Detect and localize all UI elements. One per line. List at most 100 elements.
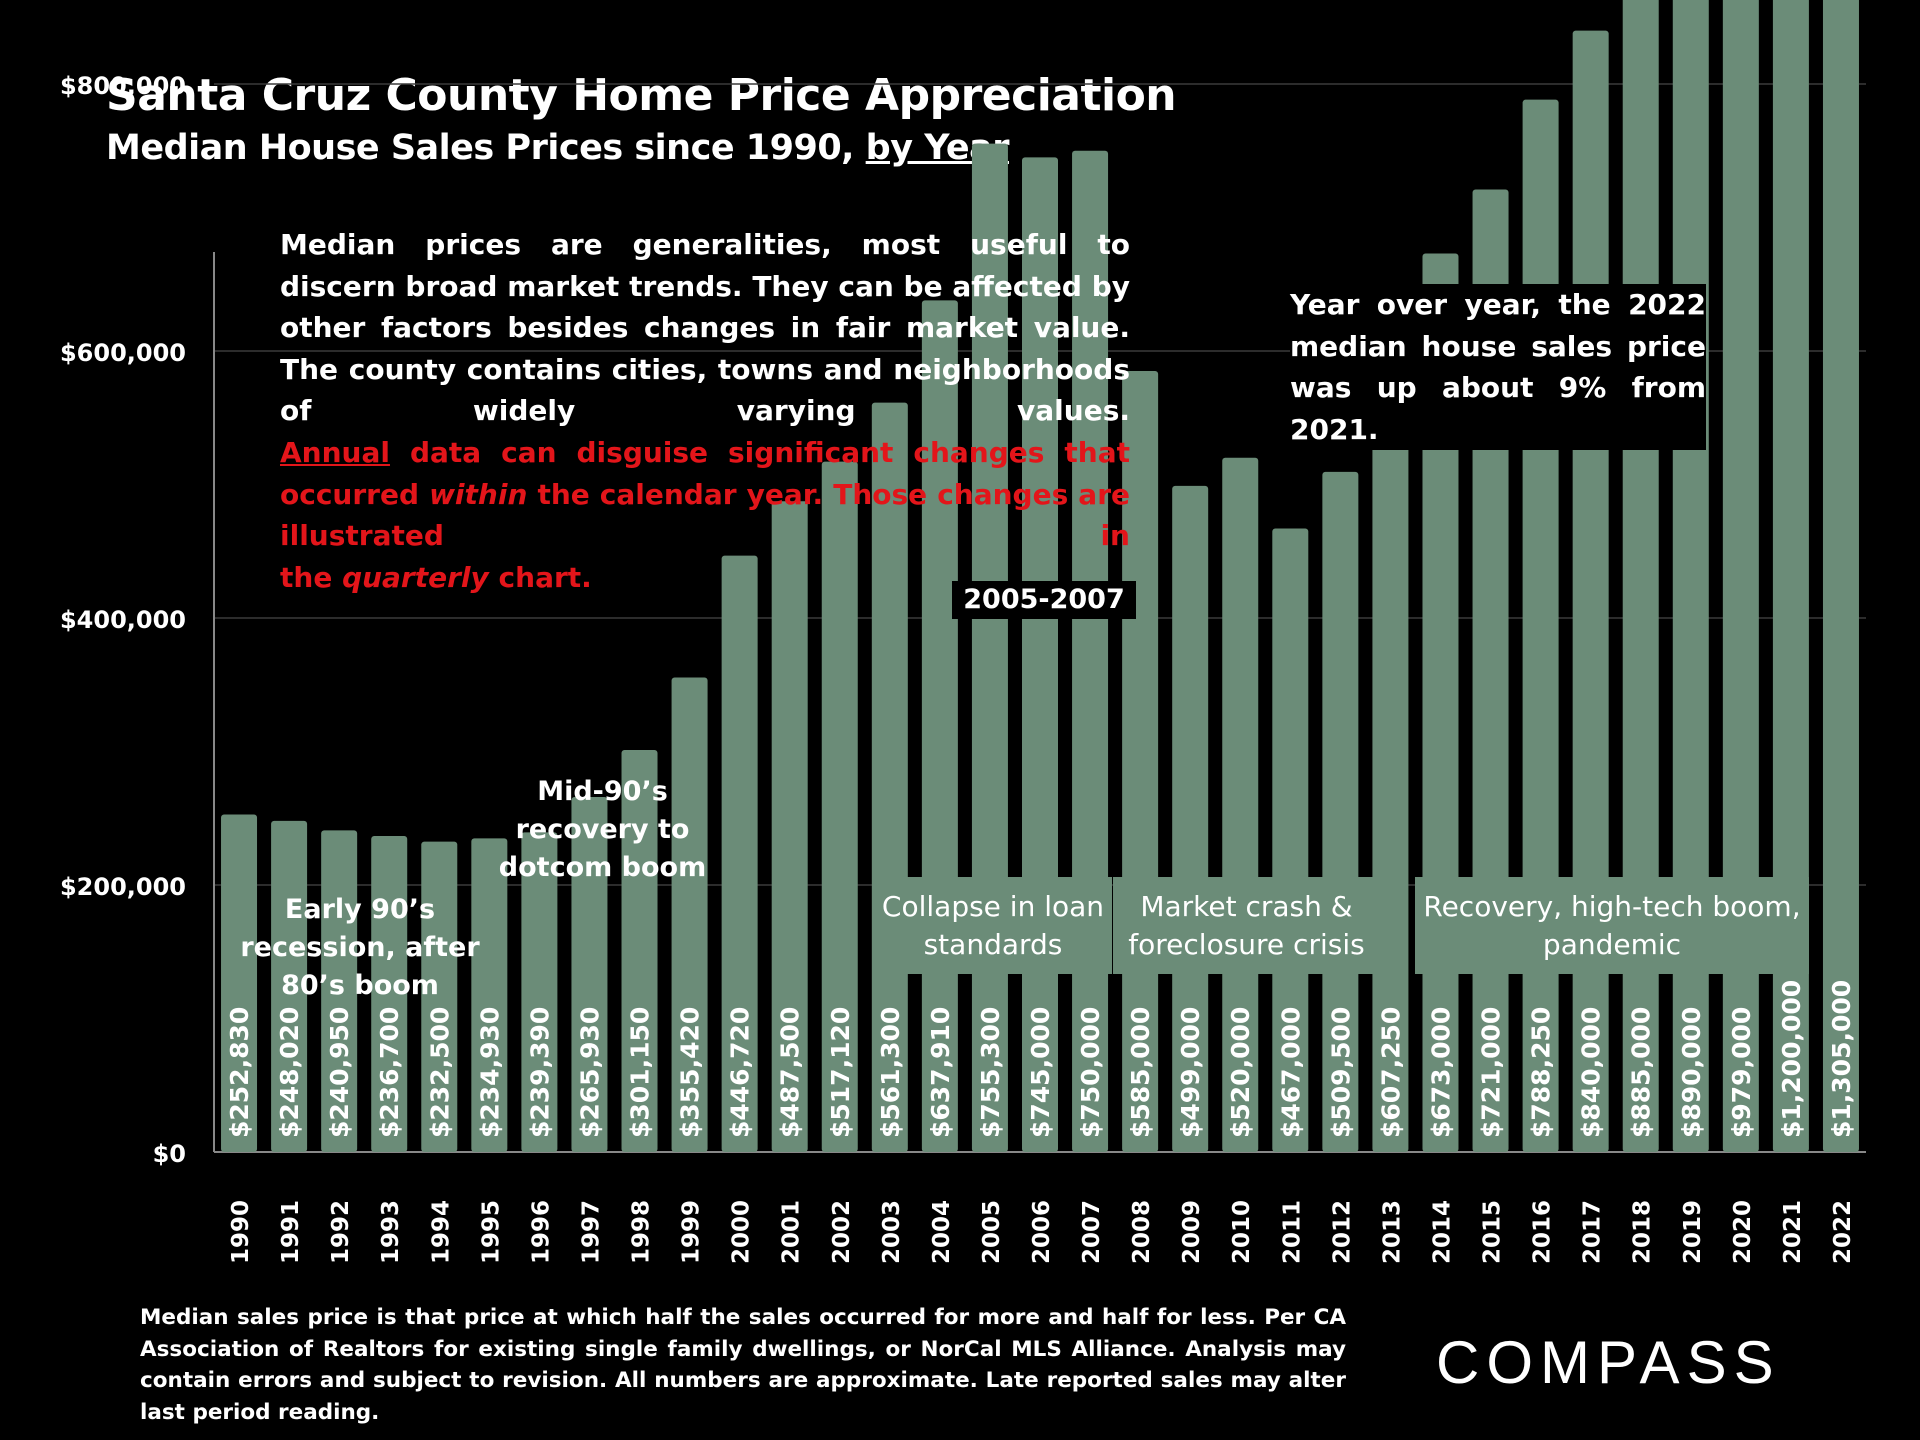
bar-value-label: $637,910 [926,1007,955,1138]
bar [721,555,758,1152]
x-tick-label: 2005 [979,1200,1005,1264]
bar [521,832,558,1152]
x-tick-label: 1999 [679,1200,705,1264]
bar [1672,0,1709,1152]
bar-value-label: $265,930 [575,1007,604,1138]
mid-90s-annotation: Mid-90’s recovery to dotcom boom [498,776,707,883]
x-tick-label: 2011 [1279,1200,1305,1264]
bar [321,830,358,1152]
bar-value-label: $232,500 [425,1007,454,1138]
x-tick-label: 1993 [378,1200,404,1264]
annual-note-the: the [280,560,333,594]
bar-value-label: $750,000 [1076,1007,1105,1138]
bar [1772,0,1809,1152]
chart-subtitle: Median House Sales Prices since 1990, by… [106,128,1009,168]
x-tick-label: 2018 [1630,1200,1656,1264]
x-tick-label: 2017 [1580,1200,1606,1264]
x-tick-label: 2016 [1530,1200,1556,1264]
bar-value-label: $585,000 [1126,1007,1155,1138]
x-tick-label: 1990 [228,1200,254,1264]
x-tick-label: 1994 [428,1200,454,1264]
bar-value-label: $239,390 [525,1007,554,1138]
x-tick-label: 2022 [1830,1200,1856,1264]
x-tick-label: 2000 [729,1200,755,1264]
annual-note-a: data can disguise significant changes th… [280,436,1130,511]
subtitle-main: Median House Sales Prices since 1990, [106,128,854,168]
bar [621,749,658,1152]
bar [421,841,458,1152]
bar [1272,528,1309,1152]
annual-word: Annual [280,436,390,469]
x-tick-label: 2004 [929,1200,955,1264]
peak-annotation: 2005-2007 [952,581,1136,619]
bar-value-label: $885,000 [1627,1007,1656,1138]
collapse-period-box: Collapse in loan standards [874,877,1112,974]
recovery-period-box: Recovery, high-tech boom, pandemic [1415,877,1809,974]
bar-value-label: $487,500 [776,1007,805,1138]
bar [471,838,508,1152]
bar [1522,99,1559,1152]
bar [821,461,858,1153]
x-tick-label: 2007 [1079,1200,1105,1264]
bar-value-label: $979,000 [1727,1007,1756,1138]
bar-value-label: $673,000 [1426,1007,1455,1138]
x-tick-label: 1997 [578,1200,604,1264]
crash-period-box: Market crash & foreclosure crisis [1113,877,1380,974]
annual-note-c: chart. [498,560,592,594]
x-tick-label: 2003 [879,1200,905,1264]
bar-value-label: $236,700 [375,1007,404,1138]
bar-value-label: $446,720 [726,1007,755,1138]
bar [1822,0,1859,1152]
quarterly-word: quarterly [342,560,489,594]
bar-value-label: $607,250 [1376,1007,1405,1138]
x-tick-label: 1998 [629,1200,655,1264]
bar [1372,341,1409,1152]
yoy-note: Year over year, the 2022 median house sa… [1290,284,1706,450]
x-tick-label: 2001 [779,1200,805,1264]
bar-value-label: $499,000 [1176,1007,1205,1138]
bar [671,677,708,1152]
median-note: Median prices are generalities, most use… [280,228,1130,427]
bar-value-label: $1,200,000 [1777,980,1806,1138]
bar [571,796,608,1152]
bar [1172,485,1209,1153]
y-tick-label: $400,000 [60,606,186,634]
bar-value-label: $520,000 [1226,1007,1255,1138]
bar [221,814,258,1152]
footnote: Median sales price is that price at whic… [140,1305,1346,1425]
x-tick-label: 2014 [1429,1200,1455,1264]
bar [1622,0,1659,1152]
bar [1322,471,1359,1152]
bar-value-label: $840,000 [1577,1007,1606,1138]
bar-value-label: $301,150 [626,1007,655,1138]
bar [771,501,808,1152]
bar-value-label: $721,000 [1477,1007,1506,1138]
bar-value-label: $355,420 [676,1007,705,1138]
x-tick-label: 2002 [829,1200,855,1264]
bar-value-label: $234,930 [475,1007,504,1138]
bar [1572,30,1609,1153]
annual-note-last-line: the quarterly chart. [280,557,1130,599]
bar [271,820,308,1152]
bar [1222,457,1259,1152]
x-tick-label: 2015 [1480,1200,1506,1264]
y-tick-label: $0 [153,1140,186,1168]
annual-note-b: the calendar year. Those changes are ill… [280,477,1130,553]
x-tick-label: 1991 [278,1200,304,1264]
x-tick-label: 2008 [1129,1200,1155,1264]
annual-note: Annual data can disguise significant cha… [280,432,1130,598]
bar-value-label: $755,300 [976,1007,1005,1138]
x-tick-label: 2020 [1730,1200,1756,1264]
x-tick-label: 1992 [328,1200,354,1264]
x-tick-label: 2013 [1379,1200,1405,1264]
x-tick-label: 2009 [1179,1200,1205,1264]
bar [1722,0,1759,1152]
x-tick-label: 2006 [1029,1200,1055,1264]
bar-value-label: $240,950 [325,1007,354,1138]
bar-value-label: $788,250 [1527,1007,1556,1138]
bar-value-label: $745,000 [1026,1007,1055,1138]
bar-value-label: $517,120 [826,1007,855,1138]
x-tick-label: 1996 [528,1200,554,1264]
y-tick-label: $200,000 [60,873,186,901]
